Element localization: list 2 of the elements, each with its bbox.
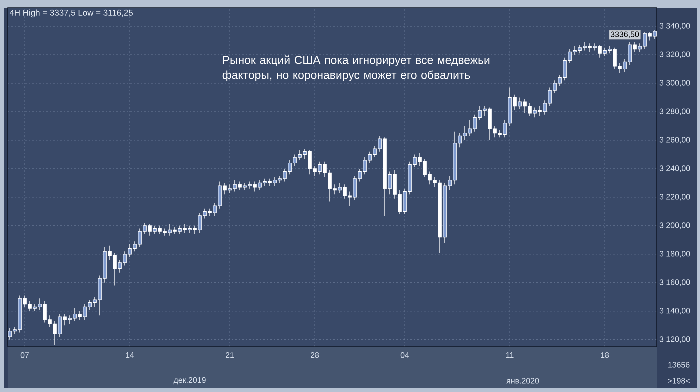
annotation: Рынок акций США пока игнорирует все медвежьи факторы, но коронавирус может его обвалить xyxy=(222,56,490,82)
chart-title: 4H High = 3337,5 Low = 3116,25 xyxy=(10,10,133,18)
